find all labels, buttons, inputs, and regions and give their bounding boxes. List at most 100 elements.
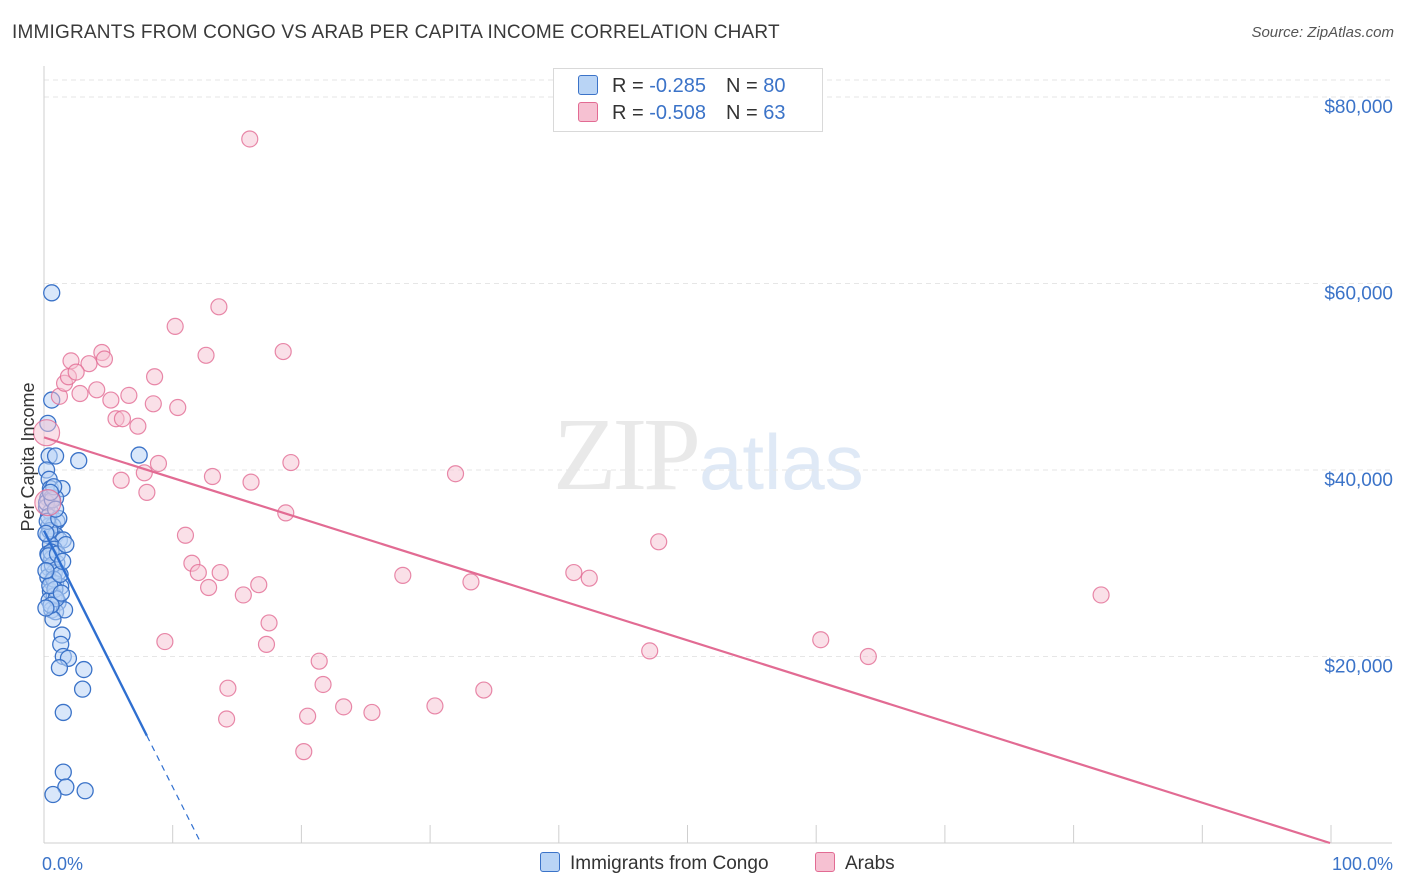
data-point-arabs: [112, 471, 130, 489]
data-point-congo: [70, 452, 88, 470]
source-label: Source: ZipAtlas.com: [1251, 24, 1394, 41]
bottom-legend-arabs: Arabs: [815, 852, 895, 875]
y-tick-label: $60,000: [1324, 284, 1393, 305]
data-point-arabs: [211, 563, 229, 582]
series-arabs-points: [32, 130, 1110, 761]
legend-n-label: N =: [725, 102, 764, 124]
data-point-arabs: [129, 417, 147, 435]
data-point-congo: [57, 535, 75, 554]
legend-row-arabs: R = -0.508 N = 63: [578, 102, 785, 126]
bottom-legend-swatch-congo: [540, 852, 560, 872]
data-point-arabs: [210, 298, 228, 316]
data-point-arabs: [274, 342, 292, 361]
data-point-arabs: [203, 467, 222, 486]
data-point-arabs: [363, 703, 381, 722]
data-point-congo: [37, 599, 55, 617]
legend-n-value-congo: 80: [763, 75, 786, 97]
trend-line-arabs: [43, 436, 1331, 845]
legend-n-value-arabs: 63: [763, 102, 786, 124]
tick-labels: $20,000 $40,000 $60,000 $80,000 0.0% 100.0%: [42, 97, 1393, 874]
y-tick-label: $40,000: [1324, 470, 1393, 491]
data-point-congo: [44, 785, 62, 804]
bottom-legend-congo: Immigrants from Congo: [540, 852, 769, 875]
data-point-arabs: [169, 398, 187, 417]
data-point-arabs: [565, 563, 583, 582]
data-point-arabs: [260, 614, 278, 632]
data-point-arabs: [242, 473, 260, 491]
legend-r-label: R =: [612, 102, 650, 124]
watermark-atlas: atlas: [699, 418, 864, 506]
data-point-arabs: [145, 368, 164, 386]
data-point-arabs: [812, 631, 830, 649]
bottom-legend-swatch-arabs: [815, 852, 835, 872]
data-point-congo: [76, 782, 94, 800]
data-point-arabs: [120, 386, 138, 404]
trend-lines: [42, 436, 1331, 845]
data-point-congo: [130, 446, 148, 464]
data-point-arabs: [295, 743, 313, 761]
legend-swatch-arabs: [578, 102, 598, 122]
data-point-arabs: [71, 384, 89, 403]
data-point-arabs: [257, 635, 276, 653]
data-point-arabs: [219, 679, 237, 697]
data-point-arabs: [166, 317, 184, 335]
data-point-arabs: [102, 391, 120, 409]
data-point-arabs: [176, 526, 195, 544]
data-point-arabs: [200, 578, 218, 597]
data-point-arabs: [138, 483, 156, 501]
data-point-arabs: [580, 569, 598, 587]
data-point-congo: [52, 584, 71, 602]
data-point-arabs: [282, 453, 300, 472]
data-point-congo: [75, 660, 93, 679]
chart-title: IMMIGRANTS FROM CONGO VS ARAB PER CAPITA…: [12, 22, 780, 43]
data-point-arabs: [34, 489, 62, 517]
watermark-zip: ZIP: [553, 397, 701, 512]
data-point-arabs: [475, 681, 493, 699]
data-point-arabs: [650, 533, 668, 551]
y-tick-label: $20,000: [1324, 657, 1393, 678]
data-point-arabs: [80, 355, 98, 373]
data-point-congo: [57, 778, 75, 796]
data-point-arabs: [394, 566, 412, 584]
bottom-legend-label-arabs: Arabs: [845, 853, 895, 874]
legend-r-value-arabs: -0.508: [649, 102, 706, 124]
axes: [43, 66, 1392, 844]
data-point-arabs: [189, 563, 207, 582]
stats-legend: R = -0.285 N = 80 R = -0.508 N = 63: [553, 68, 823, 132]
data-point-arabs: [859, 647, 877, 666]
bottom-legend-label-congo: Immigrants from Congo: [570, 853, 769, 874]
data-point-arabs: [314, 675, 332, 694]
data-point-arabs: [234, 586, 252, 604]
data-point-congo: [43, 284, 61, 302]
data-point-arabs: [335, 698, 353, 716]
trend-line-congo-extension: [146, 735, 202, 844]
legend-row-congo: R = -0.285 N = 80: [578, 75, 785, 99]
trend-line-congo: [42, 530, 148, 737]
data-point-congo: [73, 680, 92, 698]
data-point-arabs: [310, 652, 328, 670]
grid-lines: [44, 79, 1392, 657]
data-point-congo: [54, 703, 72, 722]
legend-r-label: R =: [612, 75, 650, 97]
y-axis-label: Per Capita Income: [18, 382, 38, 531]
data-point-arabs: [95, 350, 114, 368]
data-point-congo: [37, 562, 55, 580]
x-tick-label-max: 100.0%: [1332, 854, 1393, 874]
data-point-arabs: [426, 697, 444, 715]
data-point-congo: [54, 763, 72, 781]
data-point-arabs: [88, 381, 106, 399]
data-point-arabs: [149, 454, 168, 473]
data-point-arabs: [641, 642, 659, 660]
legend-swatch-congo: [578, 75, 598, 95]
data-point-arabs: [462, 573, 480, 591]
legend-n-label: N =: [725, 75, 764, 97]
data-point-arabs: [299, 707, 317, 725]
data-point-congo: [46, 447, 65, 465]
legend-r-value-congo: -0.285: [649, 75, 706, 97]
data-point-arabs: [144, 395, 162, 413]
y-tick-label: $80,000: [1324, 97, 1393, 118]
data-point-arabs: [1092, 586, 1110, 604]
data-point-arabs: [113, 410, 132, 428]
x-tick-label-min: 0.0%: [42, 854, 83, 874]
